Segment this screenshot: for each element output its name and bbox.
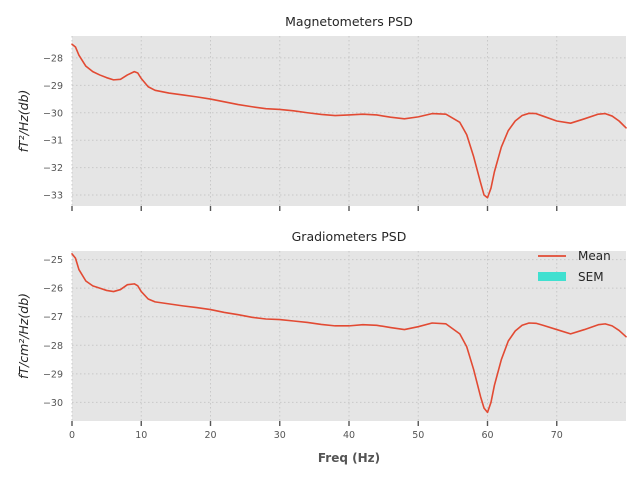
- magnetometers-y-tick-label: −31: [43, 136, 63, 147]
- gradiometers-x-tick-label: 40: [343, 430, 355, 441]
- gradiometers-y-tick-label: −28: [43, 341, 63, 352]
- magnetometers-y-tick-label: −29: [43, 81, 63, 92]
- gradiometers-y-tick-label: −26: [43, 284, 63, 295]
- gradiometers-ticks: 0 10 20 30 40 50 60 70 −30 −29 −28 −27 −26 −25: [43, 255, 563, 441]
- magnetometers-y-tick-label: −30: [43, 108, 63, 119]
- magnetometers-y-tick-label: −32: [43, 163, 63, 174]
- gradiometers-x-tick-label: 50: [412, 430, 424, 441]
- gradiometers-y-tick-label: −30: [43, 398, 63, 409]
- gradiometers-y-tick-label: −29: [43, 369, 63, 380]
- legend-sem-label: SEM: [578, 270, 604, 284]
- gradiometers-x-tick-label: 10: [135, 430, 147, 441]
- gradiometers-series: [71, 253, 627, 414]
- gradiometers-grid: [71, 251, 626, 421]
- magnetometers-y-axis-label: fT²/Hz(db): [16, 90, 31, 153]
- magnetometers-grid: [71, 36, 626, 206]
- magnetometers-ticks: −33 −32 −31 −30 −29 −28: [43, 53, 558, 211]
- gradiometers-mean-line: [71, 253, 627, 414]
- gradiometers-title: Gradiometers PSD: [292, 229, 407, 244]
- magnetometers-mean-line: [71, 43, 627, 199]
- gradiometers-panel: 0 10 20 30 40 50 60 70 −30 −29 −28 −27 −26 −25 Gradio…: [16, 229, 627, 465]
- gradiometers-y-axis-label: fT/cm²/Hz(db): [16, 293, 31, 379]
- magnetometers-y-tick-label: −33: [43, 191, 63, 202]
- gradiometers-x-tick-label: 0: [69, 430, 75, 441]
- gradiometers-x-tick-label: 20: [204, 430, 216, 441]
- gradiometers-x-tick-label: 60: [481, 430, 493, 441]
- gradiometers-x-tick-label: 30: [274, 430, 286, 441]
- x-axis-label: Freq (Hz): [318, 451, 380, 465]
- legend-mean-label: Mean: [578, 249, 611, 263]
- magnetometers-y-tick-label: −28: [43, 53, 63, 64]
- gradiometers-y-tick-label: −27: [43, 312, 63, 323]
- gradiometers-y-tick-label: −25: [43, 255, 63, 266]
- gradiometers-x-tick-label: 70: [551, 430, 563, 441]
- magnetometers-title: Magnetometers PSD: [285, 14, 413, 29]
- legend: Mean SEM: [538, 249, 611, 284]
- legend-sem-swatch: [538, 272, 566, 281]
- magnetometers-series: [71, 43, 627, 199]
- magnetometers-panel: −33 −32 −31 −30 −29 −28 Magnetometers PSD fT²…: [16, 14, 627, 211]
